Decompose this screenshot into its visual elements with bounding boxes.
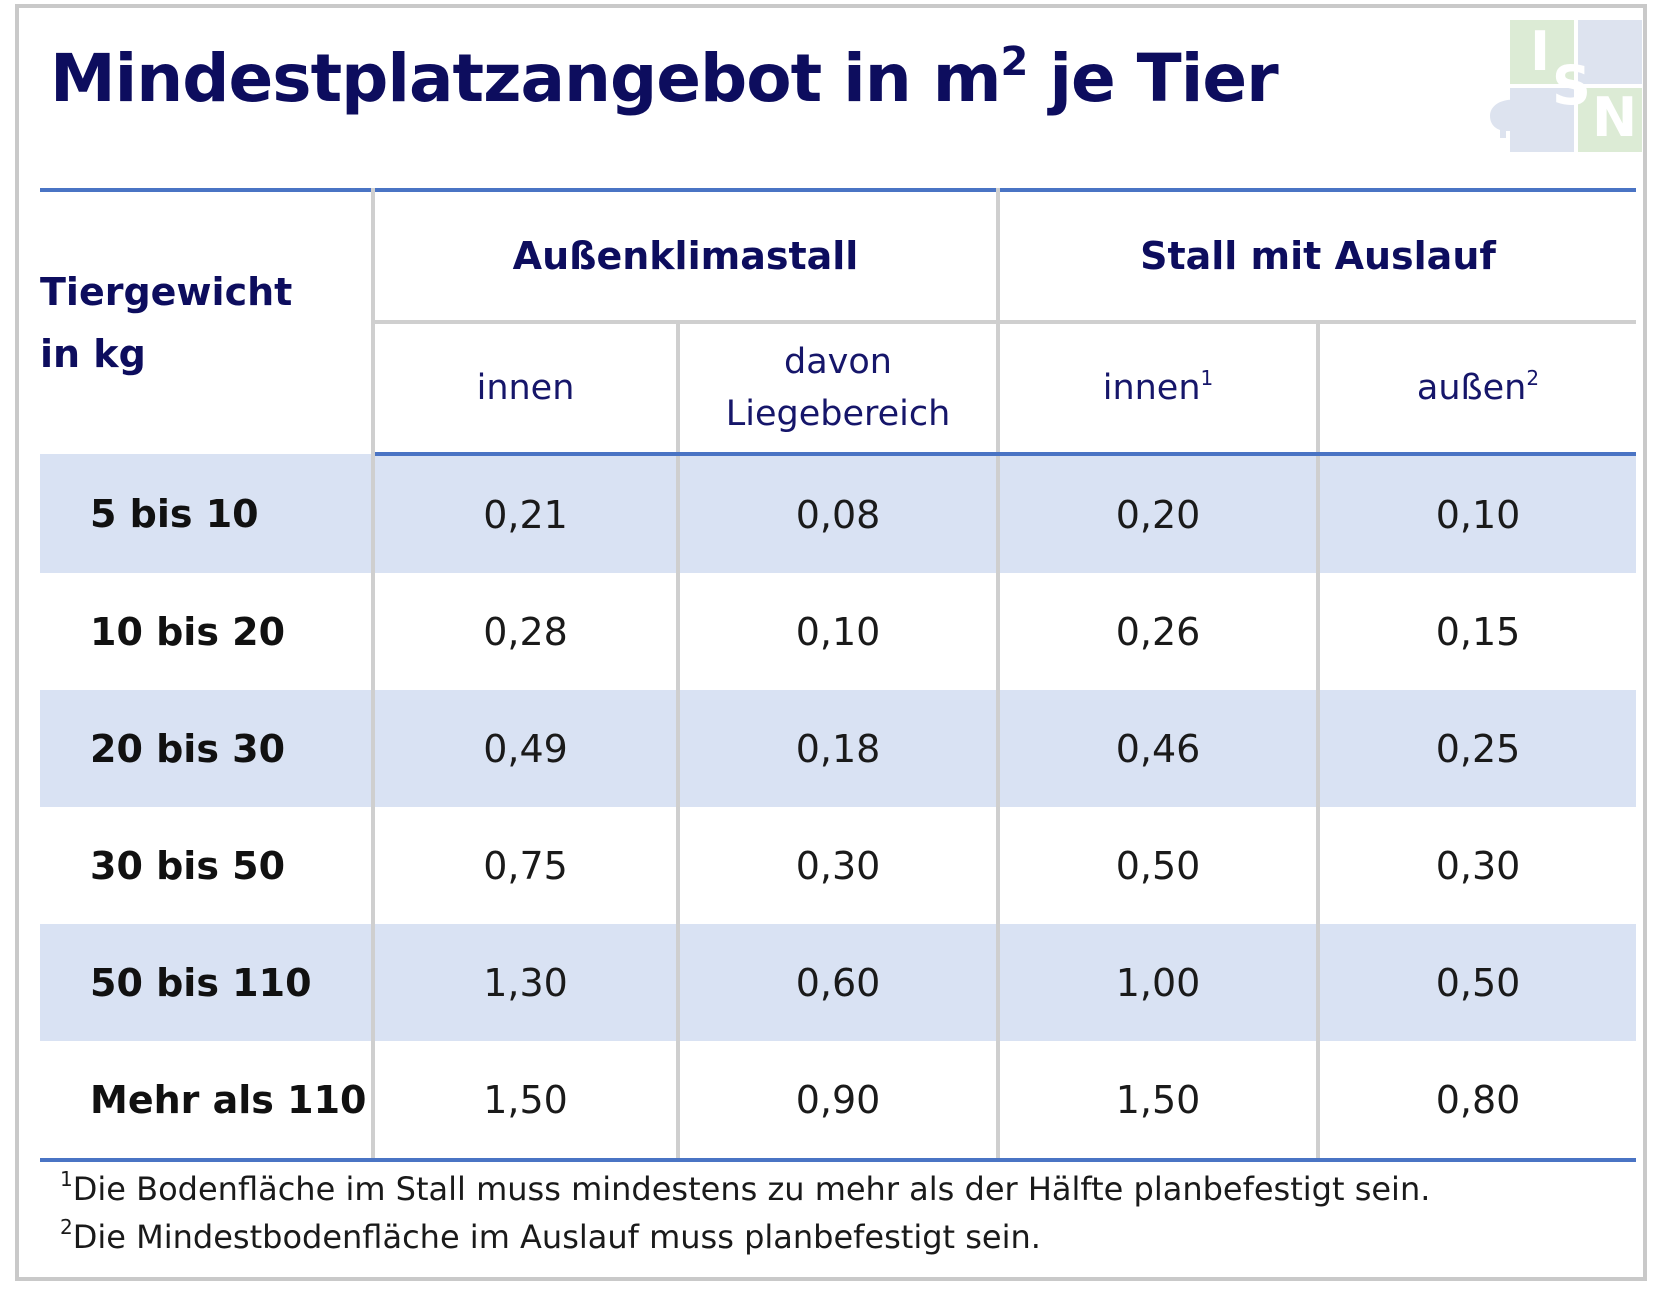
table-row: 30 bis 50 0,75 0,30 0,50 0,30: [40, 807, 1636, 924]
value-cell: 0,10: [678, 573, 1000, 690]
value-cell: 0,15: [1435, 609, 1521, 654]
row-header-line1: Tiergewicht: [40, 270, 293, 314]
subheader-liegebereich: davon Liegebereich: [678, 322, 1000, 456]
space-requirement-table: Tiergewicht in kg Außenklimastall Stall …: [40, 188, 1636, 1162]
value-cell: 0,80: [1318, 1041, 1636, 1162]
isn-logo: I S N: [1490, 20, 1645, 153]
group-header-aussenklimastall: Außenklimastall: [373, 190, 1000, 324]
table-row: 5 bis 10 0,21 0,08 0,20 0,10: [40, 454, 1636, 573]
logo-letter-n: N: [1592, 86, 1638, 149]
title-tail: je Tier: [1027, 40, 1278, 117]
value-cell: 0,30: [1435, 843, 1521, 888]
header-row-groups: Tiergewicht in kg Außenklimastall Stall …: [40, 190, 1636, 454]
row-label: 5 bis 10: [40, 454, 375, 573]
row-label: 30 bis 50: [40, 807, 375, 924]
value-cell: 0,60: [678, 924, 1000, 1041]
value-cell: 0,49: [373, 690, 680, 807]
logo-tile-green-bottom: [1578, 88, 1642, 152]
footnote-2: 2Die Mindestbodenfläche im Auslauf muss …: [60, 1213, 1430, 1261]
page-title: Mindestplatzangebot in m2 je Tier: [50, 39, 1279, 117]
value-cell: 0,75: [373, 807, 680, 924]
subheader-innen-auslauf-sup: 1: [1200, 366, 1214, 390]
value-cell: 0,25: [1318, 690, 1636, 807]
value-cell: 0,20: [998, 454, 1320, 573]
title-superscript: 2: [1000, 39, 1029, 85]
value-cell: 0,50: [998, 807, 1320, 924]
subheader-innen-auslauf: innen1: [998, 322, 1320, 456]
footnotes: 1Die Bodenfläche im Stall muss mindesten…: [60, 1165, 1430, 1261]
footnote-1: 1Die Bodenfläche im Stall muss mindesten…: [60, 1165, 1430, 1213]
logo-letter-i: I: [1530, 20, 1551, 83]
logo-letter-s: S: [1552, 54, 1591, 117]
value-cell: 1,30: [373, 924, 680, 1041]
footnote-2-mark: 2: [60, 1215, 73, 1239]
value-cell: 0,21: [373, 454, 680, 573]
header-row-sub: innen davon Liegebereich innen1 außen2: [40, 322, 1636, 456]
row-header-line2: in kg: [40, 332, 146, 376]
table-body: 5 bis 10 0,21 0,08 0,20 0,10 10 bis 20 0,28 0,1…: [40, 454, 1636, 1162]
value-cell: 0,46: [998, 690, 1320, 807]
title-main: Mindestplatzangebot in m: [50, 40, 1001, 117]
footnote-1-mark: 1: [60, 1167, 73, 1191]
row-label: 50 bis 110: [40, 924, 375, 1041]
table-row: 50 bis 110 1,30 0,60 1,00 0,50: [40, 924, 1636, 1041]
row-header-cell: Tiergewicht in kg: [40, 190, 375, 454]
logo-tile-blue-top: [1578, 20, 1642, 84]
logo-tile-green-top: [1510, 20, 1574, 84]
value-cell: 1,00: [998, 924, 1320, 1041]
row-label: Mehr als 110: [40, 1041, 375, 1162]
subheader-aussen-sup: 2: [1526, 366, 1540, 390]
subheader-liegebereich-line2: Liegebereich: [725, 394, 951, 434]
subheader-aussen: außen2: [1318, 322, 1636, 456]
value-cell: 1,50: [998, 1041, 1320, 1162]
group-header-stall-mit-auslauf: Stall mit Auslauf: [998, 190, 1636, 324]
table-row: 10 bis 20 0,28 0,10 0,26 0,15: [40, 573, 1636, 690]
table-row: Mehr als 110 1,50 0,90 1,50 0,80: [40, 1041, 1636, 1162]
value-cell: 0,90: [678, 1041, 1000, 1162]
value-cell: 0,28: [373, 573, 680, 690]
pig-icon: [1490, 99, 1548, 138]
value-cell: 0,10: [1318, 454, 1636, 573]
value-cell: 0,08: [678, 454, 1000, 573]
subheader-liegebereich-line1: davon: [784, 342, 892, 382]
value-cell: 0,30: [678, 807, 1000, 924]
footnote-2-text: Die Mindestbodenfläche im Auslauf muss p…: [72, 1218, 1041, 1256]
footnote-1-text: Die Bodenfläche im Stall muss mindestens…: [72, 1170, 1431, 1208]
subheader-aussen-label: außen: [1416, 368, 1527, 408]
value-cell: 0,50: [1318, 924, 1636, 1041]
subheader-innen-auslauf-label: innen: [1102, 368, 1201, 408]
value-cell: 0,26: [998, 573, 1320, 690]
subheader-innen-label: innen: [476, 368, 575, 408]
row-label: 10 bis 20: [40, 573, 375, 690]
subheader-innen: innen: [373, 322, 680, 456]
row-label: 20 bis 30: [40, 690, 375, 807]
table-row: 20 bis 30 0,49 0,18 0,46 0,25: [40, 690, 1636, 807]
value-cell: 1,50: [373, 1041, 680, 1162]
value-cell: 0,18: [678, 690, 1000, 807]
